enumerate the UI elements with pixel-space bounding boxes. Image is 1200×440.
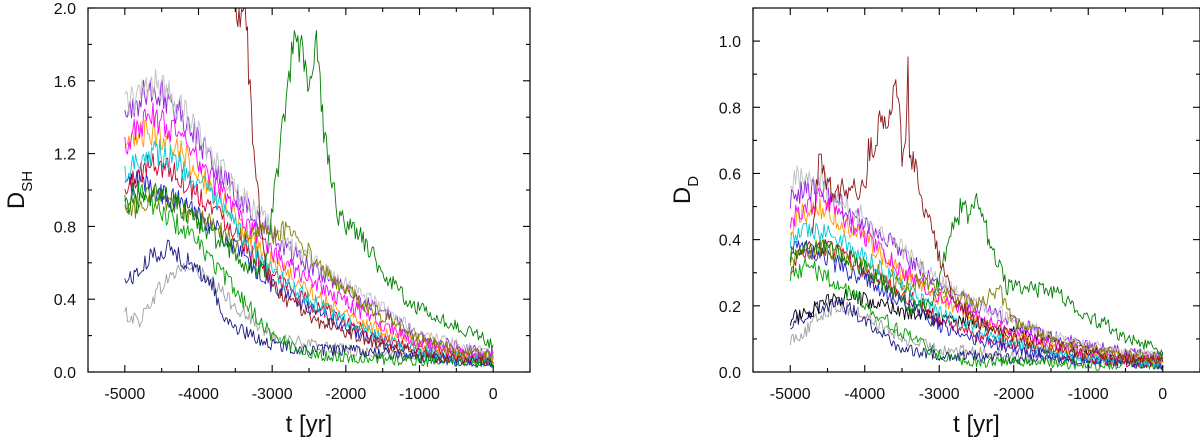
x-tick-label: -4000: [844, 386, 885, 403]
series-line: [790, 297, 1164, 370]
series-line: [235, 8, 494, 366]
y-tick-label: 0.2: [719, 299, 741, 316]
y-tick-label: 0.0: [54, 365, 76, 382]
series-line: [124, 78, 494, 358]
series-line: [789, 239, 1164, 365]
y-tick-label: 0.4: [719, 233, 741, 250]
series-line: [789, 165, 1163, 360]
x-axis-title: t [yr]: [953, 411, 1000, 438]
series-line: [124, 29, 494, 350]
y-axis-title-sub: D: [685, 176, 702, 187]
series-line: [124, 180, 494, 368]
x-tick-label: -4000: [178, 386, 219, 403]
x-tick-label: -3000: [252, 386, 293, 403]
x-tick-label: -2000: [993, 386, 1034, 403]
series-line: [812, 56, 1164, 365]
y-axis-title-sub: SH: [19, 171, 36, 192]
y-tick-label: 2.0: [54, 1, 76, 18]
panel-right: -5000 -4000 -3000 -2000 -1000 0 0.0 0.2 0.4 0.6 0.…: [669, 7, 1200, 438]
y-tick-label: 0.0: [719, 365, 741, 382]
x-tick-label: -3000: [919, 386, 960, 403]
x-tick-label: -5000: [770, 386, 811, 403]
x-tick-label: -1000: [1068, 386, 1109, 403]
y-tick-label: 0.4: [54, 292, 76, 309]
y-tick-label: 1.2: [54, 147, 76, 164]
x-tick-label: 0: [1158, 386, 1167, 403]
y-axis-title-main: D: [669, 187, 696, 204]
y-axis-title-main: D: [3, 192, 30, 209]
y-tick-label: 0.8: [719, 100, 741, 117]
y-axis-title: DD: [669, 176, 702, 204]
series-line: [124, 139, 494, 364]
y-tick-label: 1.6: [54, 74, 76, 91]
y-tick-label: 0.8: [54, 219, 76, 236]
series-line: [789, 192, 1164, 358]
series-line: [124, 68, 494, 355]
panel-left: -5000 -4000 -3000 -2000 -1000 0 0.0 0.4 0.8 1.2 1.…: [3, 1, 531, 438]
y-tick-label: 0.6: [719, 166, 741, 183]
series-group: [789, 56, 1164, 371]
series-line: [124, 102, 494, 362]
series-line: [789, 257, 1164, 371]
series-group: [124, 8, 494, 368]
x-tick-label: -2000: [325, 386, 366, 403]
y-tick-label: 1.0: [719, 34, 741, 51]
y-axis-title: DSH: [3, 171, 36, 209]
x-axis-title: t [yr]: [286, 411, 333, 438]
x-tick-label: -5000: [104, 386, 145, 403]
x-tick-label: 0: [489, 386, 498, 403]
x-tick-label: -1000: [399, 386, 440, 403]
